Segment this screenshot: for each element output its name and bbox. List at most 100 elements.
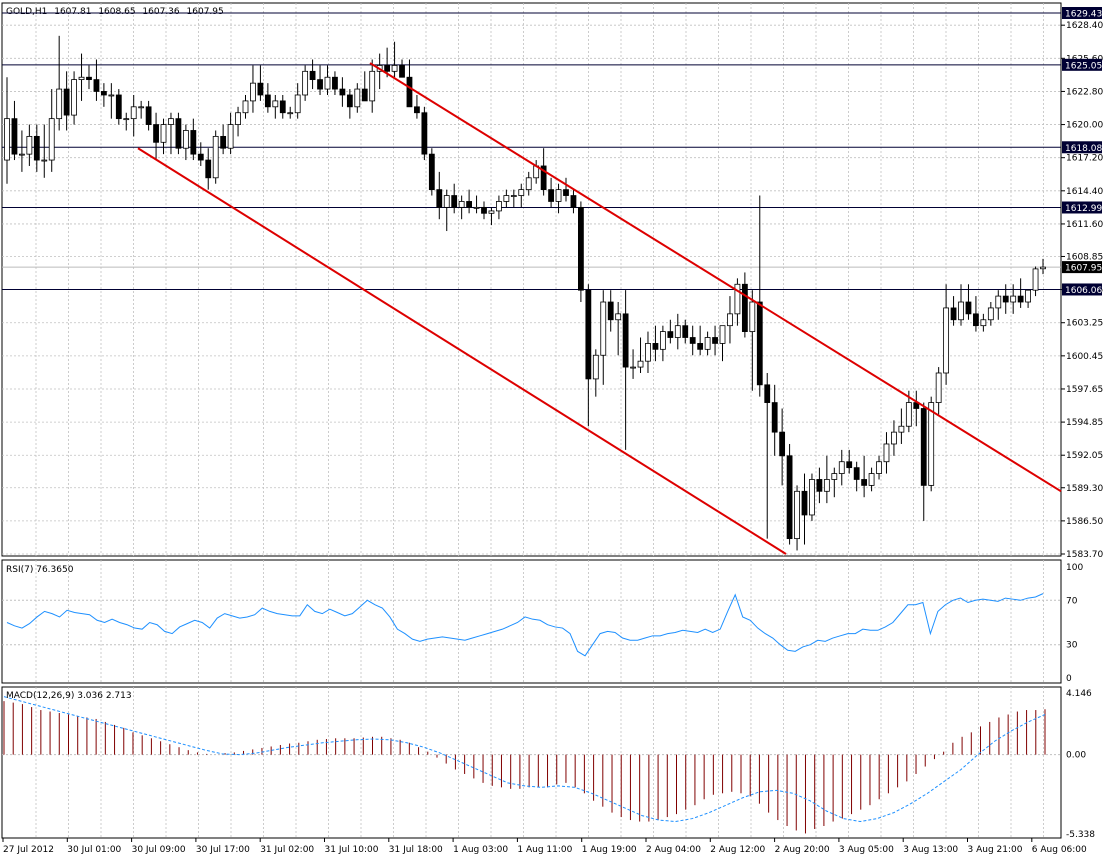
time-tick-label: 2 Aug 20:00	[775, 845, 830, 855]
candle	[540, 148, 547, 196]
candle-body-bull	[838, 461, 845, 474]
candle	[496, 195, 502, 220]
candle	[600, 290, 607, 385]
candle	[548, 177, 554, 208]
candle	[920, 402, 927, 521]
price-tick-label: 1603.25	[1066, 319, 1103, 329]
macd-axis: 4.146 0.00 -5.338	[2, 689, 1095, 840]
candle-body-bull	[354, 88, 361, 108]
candle-body-bull	[868, 473, 875, 486]
candle	[712, 325, 718, 356]
candle	[324, 65, 331, 95]
candle-body-bear	[145, 106, 152, 125]
candle	[108, 83, 115, 119]
candle-body-bull	[182, 130, 189, 149]
candle	[86, 65, 92, 90]
level-label: 1606.06	[1065, 286, 1102, 296]
candle	[943, 284, 950, 385]
candle-body-bull	[473, 206, 480, 209]
candle-body-bull	[928, 402, 935, 486]
main-header: GOLD,H1 1607.81 1608.65 1607.36 1607.95	[6, 7, 224, 17]
channel-lower-line	[137, 147, 787, 555]
time-tick-label: 3 Aug 05:00	[839, 845, 894, 855]
candle	[458, 195, 465, 220]
candle	[182, 124, 189, 161]
candle	[130, 94, 137, 137]
rsi-tick-label: 100	[1066, 563, 1083, 573]
candle	[1010, 284, 1017, 314]
candle	[4, 77, 10, 184]
candle	[302, 65, 309, 101]
candle	[332, 71, 338, 95]
candle-body-bear	[779, 431, 786, 457]
candle	[779, 408, 786, 486]
time-tick-label: 30 Jul 01:00	[67, 845, 121, 855]
candle-body-bull	[1040, 266, 1046, 270]
candle	[115, 89, 122, 125]
candle-body-bear	[190, 130, 197, 155]
candle-body-bear	[563, 189, 569, 196]
candle-body-bull	[235, 112, 241, 125]
candle-body-bear	[86, 76, 92, 81]
candle-body-bear	[764, 384, 771, 403]
candle	[205, 148, 212, 190]
candle-body-bull	[898, 425, 905, 433]
candle	[287, 106, 294, 119]
candle	[734, 278, 741, 326]
price-tick-label: 1586.50	[1066, 517, 1103, 527]
candle-body-bull	[592, 354, 599, 380]
candle-body-bear	[771, 402, 778, 433]
candle-body-bull	[78, 76, 85, 81]
candle	[809, 473, 815, 521]
candles	[4, 35, 1046, 551]
candle-body-bear	[1002, 295, 1009, 303]
price-tick-label: 1608.85	[1066, 252, 1103, 262]
candle-body-bull	[1010, 295, 1017, 303]
candle	[846, 449, 853, 474]
candle	[749, 290, 756, 391]
candle-body-bull	[876, 461, 882, 474]
candle	[71, 71, 77, 125]
candle	[503, 189, 510, 208]
candle	[48, 89, 55, 172]
candle-body-bull	[138, 106, 145, 109]
candle-body-bull	[212, 135, 219, 179]
candle	[697, 325, 704, 356]
candle-body-bull	[727, 313, 733, 327]
candle	[145, 100, 152, 131]
time-tick-label: 1 Aug 03:00	[453, 845, 508, 855]
candle-body-bull	[496, 201, 502, 212]
time-tick-label: 1 Aug 19:00	[582, 845, 637, 855]
candle	[570, 189, 577, 214]
price-tick-label: 1611.60	[1066, 220, 1103, 230]
candle-body-bull	[160, 124, 167, 143]
candle	[592, 349, 599, 397]
candle-body-bear	[548, 189, 554, 202]
rsi-line	[6, 593, 1044, 657]
candle	[622, 290, 629, 450]
candle-body-bear	[1017, 295, 1024, 303]
candle-body-bear	[973, 313, 979, 327]
candle	[861, 455, 868, 498]
candle-body-bull	[659, 331, 666, 350]
candle-body-bull	[272, 100, 279, 108]
candle	[980, 313, 987, 332]
candle-body-bear	[309, 70, 316, 81]
time-tick-label: 31 Jul 10:00	[325, 845, 379, 855]
candle	[264, 83, 271, 113]
candle	[197, 142, 204, 166]
candle	[242, 94, 249, 119]
time-tick-label: 3 Aug 21:00	[968, 845, 1023, 855]
time-tick-label: 30 Jul 09:00	[132, 845, 186, 855]
time-tick-label: 27 Jul 2012	[3, 845, 54, 855]
candle-body-bear	[697, 343, 704, 350]
candle-body-bull	[809, 479, 815, 516]
candle-body-bear	[115, 94, 122, 120]
candle	[406, 59, 413, 108]
time-tick-label: 31 Jul 18:00	[389, 845, 443, 855]
candle-body-bear	[816, 479, 823, 492]
candle	[369, 59, 376, 113]
candle-body-bear	[384, 65, 391, 72]
candle	[11, 100, 18, 161]
candle	[19, 130, 25, 172]
